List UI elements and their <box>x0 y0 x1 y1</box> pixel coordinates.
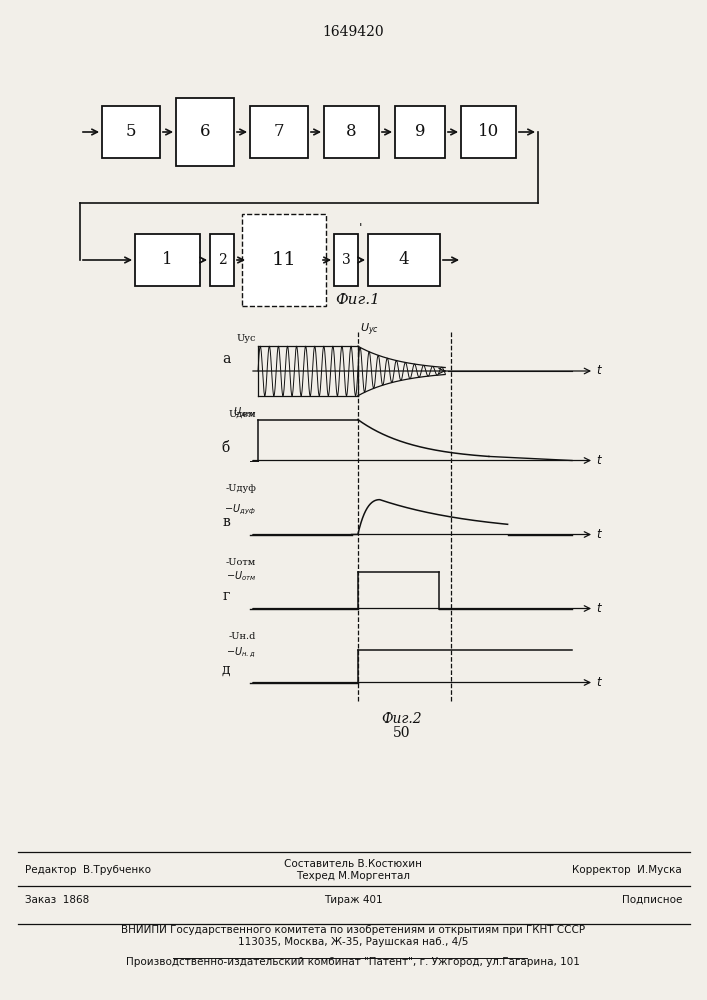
Text: 1: 1 <box>162 251 173 268</box>
Bar <box>176 98 234 166</box>
Bar <box>210 234 234 286</box>
Text: 1649420: 1649420 <box>322 25 384 39</box>
Text: -Uн.d: -Uн.d <box>228 632 256 641</box>
Text: 7: 7 <box>274 123 284 140</box>
Text: $U_{дем}$: $U_{дем}$ <box>233 405 256 420</box>
Text: Uдем: Uдем <box>228 410 256 419</box>
Text: д: д <box>222 663 230 677</box>
Text: Корректор  И.Муска: Корректор И.Муска <box>572 865 682 875</box>
Bar <box>395 106 445 158</box>
Text: -Uотм: -Uотм <box>226 558 256 567</box>
Text: $-U_{дуф}$: $-U_{дуф}$ <box>224 503 256 517</box>
Text: $t$: $t$ <box>596 528 603 541</box>
Text: ВНИИПИ Государственного комитета по изобретениям и открытиям при ГКНТ СССР: ВНИИПИ Государственного комитета по изоб… <box>121 925 585 935</box>
Bar <box>242 214 326 306</box>
Text: $U_{yc}$: $U_{yc}$ <box>360 322 379 338</box>
Text: -Uдуф: -Uдуф <box>225 484 256 493</box>
Text: 11: 11 <box>271 251 296 269</box>
Text: Подписное: Подписное <box>621 895 682 905</box>
Text: Техред М.Моргентал: Техред М.Моргентал <box>296 871 410 881</box>
Bar <box>135 234 200 286</box>
Bar <box>250 106 308 158</box>
Text: Заказ  1868: Заказ 1868 <box>25 895 89 905</box>
Text: Составитель В.Костюхин: Составитель В.Костюхин <box>284 859 422 869</box>
Text: 5: 5 <box>126 123 136 140</box>
Text: 4: 4 <box>399 251 409 268</box>
Bar <box>461 106 516 158</box>
Text: в: в <box>222 515 230 529</box>
Text: г: г <box>222 589 230 603</box>
Text: 9: 9 <box>415 123 425 140</box>
Bar <box>248 220 320 300</box>
Text: 50: 50 <box>393 726 410 740</box>
Bar <box>334 234 358 286</box>
Text: 2: 2 <box>218 253 226 267</box>
Text: $-U_{н.д}$: $-U_{н.д}$ <box>226 646 256 660</box>
Text: Производственно-издательский комбинат "Патент", г. Ужгород, ул.Гагарина, 101: Производственно-издательский комбинат "П… <box>126 957 580 967</box>
Text: ': ' <box>359 222 363 235</box>
Text: $t$: $t$ <box>596 364 603 377</box>
Text: Редактор  В.Трубченко: Редактор В.Трубченко <box>25 865 151 875</box>
Text: $t$: $t$ <box>596 454 603 467</box>
Bar <box>324 106 379 158</box>
Text: б: б <box>222 441 230 455</box>
Text: Фиг.1: Фиг.1 <box>336 293 380 307</box>
Text: 3: 3 <box>341 253 351 267</box>
Text: Тираж 401: Тираж 401 <box>324 895 382 905</box>
Text: $t$: $t$ <box>596 602 603 615</box>
Bar <box>102 106 160 158</box>
Text: $t$: $t$ <box>596 676 603 689</box>
Text: 10: 10 <box>478 123 499 140</box>
Text: Uус: Uус <box>237 334 256 343</box>
Text: 113035, Москва, Ж-35, Раушская наб., 4/5: 113035, Москва, Ж-35, Раушская наб., 4/5 <box>238 937 468 947</box>
Bar <box>368 234 440 286</box>
Text: 6: 6 <box>200 123 210 140</box>
Text: а: а <box>222 352 230 366</box>
Text: Фиг.2: Фиг.2 <box>381 712 422 726</box>
Text: $-U_{отм}$: $-U_{отм}$ <box>226 569 256 583</box>
Text: 8: 8 <box>346 123 357 140</box>
